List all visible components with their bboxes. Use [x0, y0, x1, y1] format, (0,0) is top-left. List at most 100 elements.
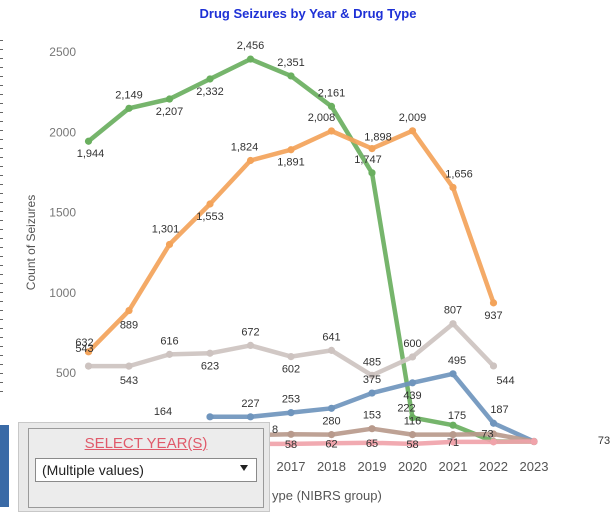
edge-tick	[0, 274, 3, 275]
edge-tick	[0, 292, 3, 293]
x-tick-label: 2018	[317, 459, 346, 474]
left-accent-bar	[0, 425, 9, 507]
x-tick-label: 2020	[398, 459, 427, 474]
data-point	[449, 370, 457, 378]
data-point	[449, 183, 457, 192]
data-point	[165, 95, 174, 103]
data-point	[408, 127, 417, 135]
data-point	[246, 413, 255, 421]
data-label: 2,456	[237, 40, 265, 52]
data-point	[125, 362, 133, 370]
y-tick-label: 1000	[49, 286, 76, 300]
edge-tick	[0, 391, 3, 392]
edge-tick	[0, 301, 3, 302]
data-label: 227	[241, 398, 259, 410]
data-point	[84, 137, 93, 145]
data-point	[84, 362, 93, 370]
data-label: 2,009	[399, 112, 427, 124]
data-label: 222	[397, 403, 415, 415]
data-label: 62	[325, 438, 337, 450]
data-point	[327, 102, 336, 111]
x-tick-label: 2021	[439, 459, 468, 474]
edge-tick	[0, 67, 3, 68]
data-label: 187	[490, 404, 508, 416]
edge-tick	[0, 58, 3, 59]
edge-tick	[0, 40, 3, 41]
data-point	[246, 55, 255, 63]
data-point	[408, 414, 417, 422]
data-label: 2,332	[196, 86, 224, 98]
edge-tick	[0, 238, 3, 239]
data-label: 495	[448, 355, 466, 367]
data-point	[368, 425, 376, 433]
data-point	[449, 320, 457, 328]
data-label: 937	[484, 310, 502, 322]
data-point	[287, 430, 295, 438]
data-label: 889	[120, 320, 138, 332]
year-filter-dropdown[interactable]: (Multiple values)	[35, 458, 257, 482]
edge-tick	[0, 220, 3, 221]
data-label: 543	[120, 375, 138, 387]
data-point	[206, 75, 214, 83]
data-point	[489, 419, 498, 427]
data-label: 253	[282, 394, 300, 406]
edge-tick	[0, 193, 3, 194]
data-label: 1,301	[152, 223, 180, 235]
data-point	[287, 146, 295, 154]
edge-tick	[0, 364, 3, 365]
data-point	[287, 440, 295, 448]
data-label: 623	[201, 360, 219, 372]
edge-tick	[0, 184, 3, 185]
data-point	[84, 348, 93, 356]
year-filter-panel: SELECT YEAR(S) (Multiple values)	[18, 422, 270, 512]
data-label: 2,351	[277, 57, 305, 69]
data-point	[489, 299, 498, 307]
data-point	[206, 349, 214, 357]
data-label: 164	[154, 406, 172, 418]
data-label: 600	[403, 338, 421, 350]
data-point	[489, 362, 498, 370]
year-filter-title: SELECT YEAR(S)	[84, 435, 208, 452]
series-line-6	[248, 439, 537, 447]
year-filter-box: SELECT YEAR(S) (Multiple values)	[28, 428, 264, 508]
x-tick-label: 2017	[277, 459, 306, 474]
data-point	[327, 404, 336, 412]
edge-tick	[0, 319, 3, 320]
data-label: 543	[75, 343, 93, 355]
data-point	[165, 350, 174, 358]
edge-tick	[0, 76, 3, 77]
edge-tick	[0, 310, 3, 311]
series-line-1	[86, 56, 537, 444]
y-tick-label: 1500	[49, 206, 76, 220]
edge-tick	[0, 112, 3, 113]
data-label: 807	[444, 305, 462, 317]
edge-tick	[0, 49, 3, 50]
y-tick-label: 500	[56, 366, 76, 380]
data-label: 71	[447, 437, 459, 449]
edge-tick	[0, 85, 3, 86]
data-point	[246, 156, 255, 165]
edge-tick	[0, 175, 3, 176]
data-label: 602	[282, 364, 300, 376]
y-tick-label: 2000	[49, 125, 76, 139]
data-label: 672	[241, 326, 259, 338]
data-point	[489, 430, 498, 438]
data-label: 485	[363, 356, 381, 368]
data-point	[408, 353, 417, 361]
x-axis-title: ype (NIBRS group)	[272, 488, 382, 503]
data-label: 1,898	[364, 132, 392, 144]
data-point	[368, 389, 376, 397]
data-point	[287, 72, 295, 80]
data-label: 439	[403, 390, 421, 402]
edge-tick	[0, 337, 3, 338]
data-label: 2,207	[156, 106, 184, 118]
data-label: 1,553	[196, 211, 224, 223]
data-point	[327, 346, 336, 354]
data-label: 616	[160, 335, 178, 347]
series-line-5	[248, 426, 537, 444]
edge-tick	[0, 121, 3, 122]
data-point	[125, 104, 133, 112]
edge-tick	[0, 229, 3, 230]
data-label: 2,161	[318, 87, 346, 99]
left-edge-strip	[0, 0, 5, 507]
